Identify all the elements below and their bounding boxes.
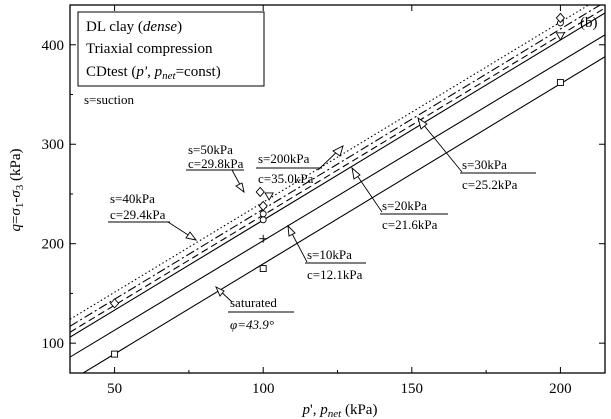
x-tick-label-1: 50 <box>107 381 122 397</box>
data-point-1-3 <box>556 79 564 87</box>
x-tick-label-2: 100 <box>252 381 275 397</box>
annot-s30-suction: s=30kPa <box>462 157 507 172</box>
annot-saturated-label: saturated <box>230 295 277 310</box>
annot-s40-param: c=29.4kPa <box>110 207 166 222</box>
data-point-1-2 <box>259 265 267 273</box>
panel-label: (b) <box>580 15 598 31</box>
annot-s20-param: c=21.6kPa <box>382 217 438 232</box>
arrowhead-s20 <box>351 166 361 180</box>
x-tick-label-3: 150 <box>401 381 424 397</box>
y-tick-label-2: 200 <box>42 237 65 253</box>
arrowhead-s40 <box>185 231 198 241</box>
data-point-5-1 <box>109 298 120 309</box>
annot-s20-suction: s=20kPa <box>382 198 427 213</box>
y-tick-label-3: 300 <box>42 137 65 153</box>
data-point-7-2 <box>555 12 566 24</box>
annotation-arrowheads <box>185 116 428 297</box>
arrowhead-s30 <box>417 116 428 130</box>
data-point-1-1 <box>111 350 119 358</box>
data-point-5-2 <box>258 200 268 212</box>
fit-line-1 <box>82 56 605 373</box>
fit-line-4 <box>70 7 605 333</box>
annot-s40-suction: s=40kPa <box>110 191 155 206</box>
data-point-6-2 <box>555 32 566 41</box>
annot-s50-suction: s=50kPa <box>188 142 233 157</box>
fit-lines <box>70 5 605 373</box>
annot-s10-param: c=12.1kPa <box>307 267 363 282</box>
data-point-4-1 <box>259 210 267 218</box>
arrowhead-s10 <box>287 224 296 237</box>
data-point-3-1 <box>259 216 267 224</box>
legend-box <box>77 11 265 87</box>
axis-ticks: 50 100 150 200 100 200 300 400 <box>42 5 605 397</box>
data-point-6-1 <box>264 192 274 201</box>
fit-line-3 <box>70 12 605 338</box>
legend-line-3: CDtest (p', pnet=const) <box>86 64 221 82</box>
y-tick-label-4: 400 <box>42 38 65 54</box>
annot-s200-param: c=35.0kPa <box>258 171 314 186</box>
data-point-7-1 <box>255 186 265 198</box>
y-tick-label-1: 100 <box>42 336 65 352</box>
y-axis-title: q=σ1-σ3 (kPa) <box>8 148 26 231</box>
legend-line-1: DL clay (dense) <box>86 19 182 35</box>
fit-line-5 <box>70 5 602 327</box>
arrowhead-s50 <box>235 182 245 194</box>
leader-s30 <box>417 117 463 173</box>
plot-frame <box>69 4 606 374</box>
fit-line-2 <box>70 34 605 358</box>
legend: DL clay (dense) Triaxial compression CDt… <box>77 11 265 87</box>
x-tick-label-4: 200 <box>549 381 572 397</box>
annot-saturated-param: φ=43.9° <box>230 317 274 332</box>
fit-line-6 <box>70 5 590 320</box>
legend-line-2: Triaxial compression <box>86 41 213 57</box>
arrowhead-saturated <box>215 286 225 297</box>
annot-s200-suction: s=200kPa <box>258 151 310 166</box>
x-axis-title: p', pnet (kPa) <box>302 402 378 419</box>
annotations: s=200kPa c=35.0kPa s=50kPa c=29.8kPa s=4… <box>108 142 536 332</box>
data-point-2-1 <box>259 234 268 243</box>
annot-s10-suction: s=10kPa <box>307 247 352 262</box>
arrowhead-s200 <box>332 145 344 157</box>
annot-s50-param: c=29.8kPa <box>188 156 244 171</box>
suction-note: s=suction <box>84 92 134 107</box>
data-markers <box>109 12 566 358</box>
annot-s30-param: c=25.2kPa <box>462 177 518 192</box>
